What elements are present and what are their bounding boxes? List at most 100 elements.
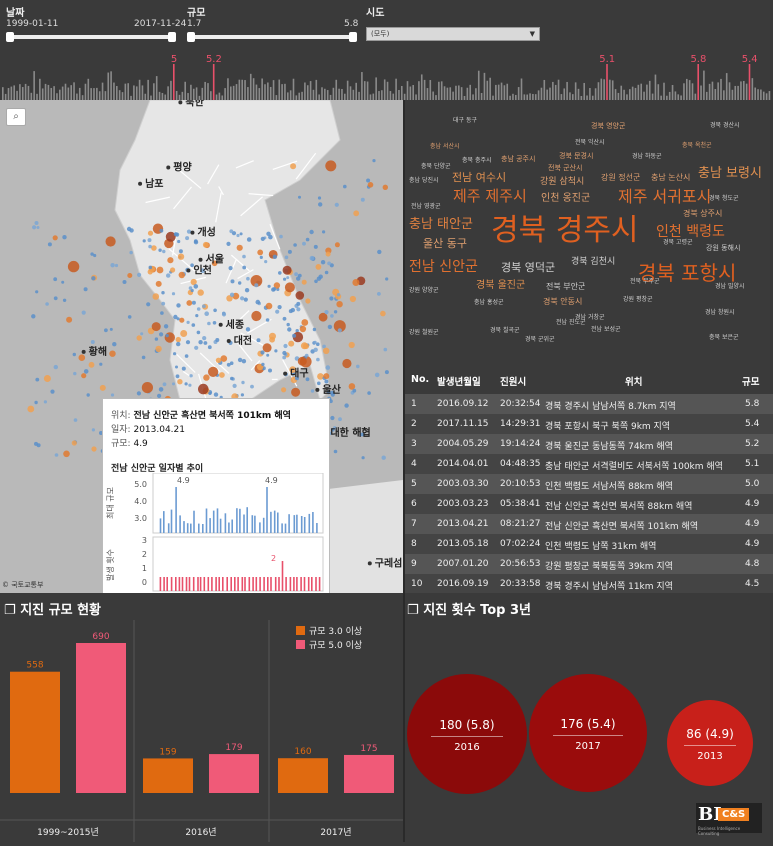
- quake-dot[interactable]: [137, 273, 141, 277]
- region-dropdown[interactable]: (모두) ▼: [366, 27, 540, 41]
- quake-dot[interactable]: [281, 387, 286, 392]
- quake-dot[interactable]: [99, 363, 102, 366]
- cloud-word[interactable]: 전남 신안군: [409, 260, 478, 274]
- timeline-bar[interactable]: [56, 93, 58, 100]
- quake-dot[interactable]: [313, 328, 316, 331]
- timeline-bar[interactable]: [167, 86, 169, 100]
- cloud-word[interactable]: 충북 충주시: [462, 158, 492, 164]
- timeline-bar[interactable]: [541, 88, 543, 100]
- timeline-bar[interactable]: [495, 85, 497, 100]
- cloud-word[interactable]: 경남 창원시: [705, 310, 735, 316]
- quake-dot[interactable]: [177, 240, 180, 243]
- quake-dot[interactable]: [194, 346, 198, 350]
- quake-dot[interactable]: [302, 242, 306, 246]
- timeline-bar[interactable]: [649, 81, 651, 100]
- quake-dot[interactable]: [349, 383, 356, 390]
- timeline-bar[interactable]: [675, 91, 677, 100]
- quake-dot[interactable]: [285, 256, 289, 260]
- quake-dot[interactable]: [104, 328, 108, 332]
- quake-dot[interactable]: [203, 242, 209, 248]
- quake-dot[interactable]: [111, 393, 114, 396]
- timeline-bar[interactable]: [598, 82, 600, 100]
- quake-dot[interactable]: [92, 428, 95, 431]
- quake-dot[interactable]: [159, 332, 163, 336]
- quake-dot[interactable]: [325, 160, 336, 171]
- timeline-bar[interactable]: [156, 76, 158, 100]
- quake-dot[interactable]: [261, 237, 265, 241]
- quake-dot[interactable]: [384, 348, 388, 352]
- timeline-bar[interactable]: [620, 86, 622, 100]
- timeline-bar[interactable]: [595, 88, 597, 100]
- quake-dot[interactable]: [293, 243, 297, 247]
- quake-dot[interactable]: [321, 260, 325, 264]
- cloud-word[interactable]: 충남 보령시: [698, 167, 762, 180]
- quake-dot[interactable]: [143, 239, 146, 242]
- quake-dot[interactable]: [197, 331, 201, 335]
- timeline-bar[interactable]: [267, 82, 269, 100]
- quake-dot[interactable]: [142, 382, 153, 393]
- timeline-bar[interactable]: [361, 72, 363, 100]
- timeline-bar[interactable]: [401, 86, 403, 100]
- quake-dot[interactable]: [366, 179, 370, 183]
- quake-dot[interactable]: [165, 332, 175, 342]
- quake-dot[interactable]: [91, 340, 95, 344]
- bar-3plus[interactable]: [143, 758, 193, 793]
- quake-dot[interactable]: [214, 392, 218, 396]
- quake-dot[interactable]: [334, 310, 337, 313]
- timeline-bar[interactable]: [90, 88, 92, 100]
- timeline-bar[interactable]: [763, 92, 765, 100]
- timeline-bar[interactable]: [50, 88, 52, 100]
- quake-dot[interactable]: [48, 242, 52, 246]
- quake-dot[interactable]: [176, 374, 180, 378]
- timeline-peak-bar[interactable]: [749, 64, 751, 100]
- timeline-bar[interactable]: [481, 93, 483, 100]
- quake-dot[interactable]: [170, 267, 175, 272]
- quake-dot[interactable]: [155, 346, 161, 352]
- quake-dot[interactable]: [149, 266, 153, 270]
- timeline-bar[interactable]: [99, 91, 101, 100]
- timeline-peak-bar[interactable]: [173, 64, 175, 100]
- quake-dot[interactable]: [288, 250, 292, 254]
- quake-dot[interactable]: [32, 225, 36, 229]
- timeline-bar[interactable]: [65, 84, 67, 100]
- quake-dot[interactable]: [202, 336, 206, 340]
- quake-dot[interactable]: [82, 311, 86, 315]
- quake-dot[interactable]: [72, 440, 77, 445]
- timeline-bar[interactable]: [93, 88, 95, 100]
- timeline-bar[interactable]: [646, 85, 648, 100]
- quake-dot[interactable]: [66, 317, 72, 323]
- cloud-word[interactable]: 경남 하동군: [632, 154, 662, 160]
- quake-dot[interactable]: [187, 321, 190, 324]
- quake-dot[interactable]: [353, 210, 359, 216]
- timeline-bar[interactable]: [395, 79, 397, 100]
- bar-3plus[interactable]: [10, 672, 60, 793]
- timeline-bar[interactable]: [42, 88, 44, 100]
- quake-dot[interactable]: [31, 314, 35, 318]
- timeline-bar[interactable]: [28, 86, 30, 100]
- timeline-bar[interactable]: [353, 90, 355, 100]
- quake-dot[interactable]: [198, 340, 202, 344]
- quake-dot[interactable]: [127, 273, 132, 278]
- timeline-bar[interactable]: [39, 79, 41, 100]
- timeline-bar[interactable]: [244, 80, 246, 100]
- timeline-bar[interactable]: [261, 78, 263, 100]
- quake-dot[interactable]: [167, 257, 173, 263]
- cloud-word[interactable]: 전북 무주군: [630, 279, 660, 285]
- timeline-bar[interactable]: [712, 82, 714, 100]
- quake-dot[interactable]: [208, 392, 211, 395]
- quake-dot[interactable]: [309, 230, 313, 234]
- timeline-bar[interactable]: [444, 86, 446, 100]
- quake-dot[interactable]: [128, 315, 132, 319]
- quake-dot[interactable]: [275, 310, 279, 314]
- quake-dot[interactable]: [356, 365, 360, 369]
- timeline-bar[interactable]: [609, 80, 611, 100]
- quake-dot[interactable]: [151, 245, 157, 251]
- cloud-word[interactable]: 전남 여수시: [452, 172, 506, 183]
- quake-dot[interactable]: [229, 229, 233, 233]
- quake-dot[interactable]: [90, 252, 93, 255]
- timeline-bar[interactable]: [769, 91, 771, 100]
- timeline-bar[interactable]: [700, 86, 702, 100]
- top3-circle[interactable]: 180 (5.8)2016: [407, 674, 527, 794]
